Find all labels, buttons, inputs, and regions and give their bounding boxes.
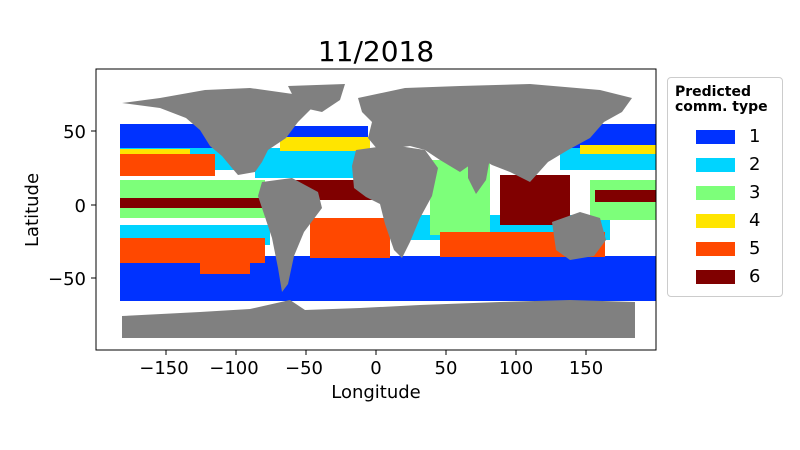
x-tick-label: 150 [569,358,603,379]
band-north-atlantic-yellow [280,137,370,151]
legend-label: 1 [749,126,761,147]
band-north-pacific-yellow-west [120,149,190,156]
x-axis: −150 −100 −50 0 50 100 150 Longitude [139,350,603,403]
band-north-pacific-orange [120,154,215,176]
band-south-atlantic-orange [310,218,390,258]
legend: Predicted comm. type 1 2 3 4 5 6 [667,77,783,297]
land-south-america [258,178,322,292]
x-tick-label: −150 [139,358,188,379]
legend-label: 3 [749,182,761,203]
legend-swatch [696,214,735,228]
land-europe-asia [358,84,632,182]
y-tick-label: 0 [75,196,86,217]
band-south-pacific-orange [120,238,265,263]
legend-swatch [696,270,735,284]
land-greenland [288,84,345,112]
legend-label: 5 [749,238,761,259]
legend-item: 4 [696,211,776,231]
x-axis-label: Longitude [331,382,421,403]
band-maritime-dark [500,175,570,225]
legend-swatch [696,158,735,172]
land-masses [122,84,635,338]
y-tick-label: −50 [48,269,86,290]
band-equator-pacific-east-dark [595,190,656,202]
legend-label: 6 [749,266,761,287]
land-north-america [122,88,312,175]
land-australia [552,212,606,260]
y-tick-label: 50 [63,122,86,143]
legend-swatch [696,186,735,200]
plot-area [96,69,656,350]
land-antarctica [122,300,635,338]
chart-title: 11/2018 [318,35,434,68]
legend-item: 3 [696,183,776,203]
band-north-atlantic [268,126,368,140]
band-atlantic-mid [255,148,365,178]
x-tick-label: −50 [285,358,323,379]
legend-title-line1: Predicted [675,84,751,100]
legend-item: 1 [696,127,776,147]
land-africa [352,145,438,258]
x-tick-label: 0 [370,358,381,379]
legend-item: 6 [696,267,776,287]
legend-title: Predicted comm. type [675,85,785,115]
legend-title-line2: comm. type [675,99,768,115]
legend-label: 4 [749,210,761,231]
x-tick-label: 100 [499,358,533,379]
legend-item: 2 [696,155,776,175]
land-india [468,158,490,194]
band-equator-pacific-dark [120,198,270,208]
y-axis-label: Latitude [22,173,43,247]
legend-swatch [696,130,735,144]
x-tick-label: −100 [209,358,258,379]
legend-label: 2 [749,154,761,175]
legend-item: 5 [696,239,776,259]
band-pacific-patch-orange [200,262,250,274]
x-tick-label: 50 [435,358,458,379]
legend-swatch [696,242,735,256]
band-north-pacific-yellow-east [580,145,656,154]
y-axis: 50 0 −50 Latitude [22,122,96,290]
